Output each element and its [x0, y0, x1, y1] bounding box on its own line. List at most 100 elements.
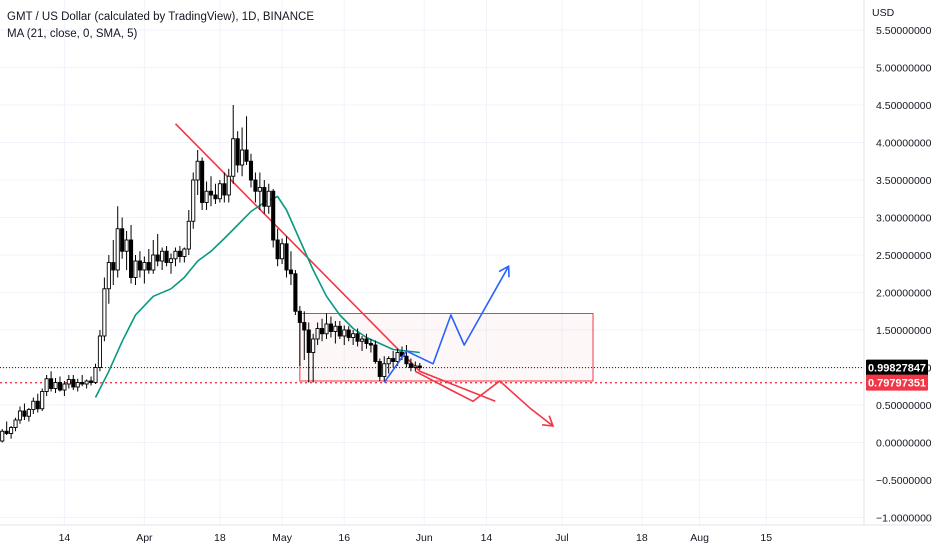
- candle-body: [413, 365, 418, 368]
- candle-body: [89, 380, 94, 383]
- candle-body: [57, 382, 63, 391]
- x-tick-label: Apr: [136, 532, 153, 544]
- range-box: [299, 313, 594, 382]
- candle-body: [71, 379, 76, 388]
- candle-body: [355, 333, 360, 342]
- candle: [66, 375, 71, 389]
- candle-body: [124, 239, 129, 252]
- candle: [208, 176, 214, 207]
- candle: [160, 247, 165, 270]
- candle: [320, 318, 325, 342]
- candle: [368, 339, 373, 353]
- candle: [151, 240, 156, 274]
- candle-body: [80, 382, 85, 385]
- candle: [17, 406, 23, 424]
- candle-body: [213, 194, 218, 200]
- candle-body: [173, 250, 178, 260]
- y-tick-label: 3.50000000: [876, 175, 932, 187]
- candle: [222, 172, 227, 203]
- candle: [382, 356, 387, 381]
- candle: [355, 328, 360, 347]
- y-tick-label: 5.00000000: [876, 63, 932, 75]
- bearish-projection-arrow: [414, 370, 555, 427]
- candle-body: [333, 325, 338, 332]
- candle: [217, 180, 222, 203]
- candle-body: [337, 325, 342, 337]
- candle-body: [382, 363, 387, 377]
- candle-body: [84, 380, 89, 385]
- candle: [128, 225, 134, 284]
- candle-body: [302, 322, 307, 331]
- candle-body: [111, 262, 116, 271]
- candle: [89, 376, 94, 386]
- candle-body: [315, 328, 320, 340]
- candle: [324, 313, 329, 339]
- candle-body: [22, 410, 27, 417]
- candle: [9, 426, 14, 439]
- indicator-label[interactable]: MA (21, close, 0, SMA, 5): [7, 28, 138, 40]
- candle: [102, 277, 107, 342]
- projection-arrows[interactable]: [383, 264, 555, 427]
- candle-body: [191, 179, 196, 222]
- candle-body: [351, 333, 356, 338]
- bullish-projection-arrow-line: [383, 265, 510, 383]
- candle-body: [395, 352, 400, 362]
- y-tick-label: 4.50000000: [876, 100, 932, 112]
- candle-body: [177, 250, 182, 257]
- current-price-badge-background: [866, 359, 928, 376]
- candle-body: [62, 383, 67, 391]
- candle-body: [115, 228, 120, 271]
- price-levels: [0, 367, 864, 384]
- x-tick-label: May: [272, 532, 293, 544]
- candle: [293, 270, 298, 315]
- candle-body: [146, 262, 151, 271]
- candle: [80, 375, 85, 387]
- chart-legend[interactable]: GMT / US Dollar (calculated by TradingVi…: [7, 11, 314, 40]
- candle: [71, 375, 76, 390]
- candle: [155, 234, 160, 267]
- x-tick-label: Aug: [690, 532, 709, 544]
- candle: [13, 417, 18, 432]
- candle-body: [408, 363, 413, 368]
- support-level-badge-background: [866, 374, 928, 391]
- current-price-badge: 0.99827847: [866, 359, 928, 376]
- candle: [200, 157, 205, 210]
- candle-body: [53, 382, 58, 389]
- candle: [328, 316, 333, 338]
- candle: [226, 168, 231, 203]
- candle-body: [284, 243, 289, 271]
- x-tick-label: 14: [59, 532, 71, 544]
- candle-body: [26, 409, 31, 417]
- candle-body: [128, 239, 134, 278]
- candle-body: [297, 310, 302, 323]
- candle: [337, 321, 342, 339]
- candle: [253, 172, 258, 203]
- candle: [111, 240, 116, 285]
- candle-body: [164, 250, 169, 263]
- candle: [177, 246, 182, 263]
- candle: [262, 180, 267, 214]
- candle-body: [320, 328, 325, 335]
- candle-body: [137, 260, 142, 271]
- price-badges: 0.99827847 0.79797351: [866, 359, 928, 391]
- candle: [240, 127, 245, 177]
- y-tick-label: 5.50000000: [876, 25, 932, 37]
- candle-body: [31, 400, 36, 410]
- candle: [315, 322, 320, 345]
- y-tick-label: 1.50000000: [876, 325, 932, 337]
- x-tick-label: Jun: [416, 532, 433, 544]
- candle-body: [253, 179, 258, 192]
- candle: [213, 183, 218, 204]
- candle: [0, 429, 5, 443]
- symbol-title[interactable]: GMT / US Dollar (calculated by TradingVi…: [7, 11, 314, 23]
- candle-body: [404, 355, 409, 365]
- time-axis[interactable]: 14 Apr 18 May 16 Jun 14 Jul 18 Aug 15: [0, 524, 932, 544]
- candle: [373, 340, 378, 364]
- x-tick-label: 18: [636, 532, 648, 544]
- candle-body: [93, 367, 98, 383]
- candle: [248, 153, 254, 188]
- candle-body: [49, 378, 54, 389]
- candle-body: [97, 335, 102, 368]
